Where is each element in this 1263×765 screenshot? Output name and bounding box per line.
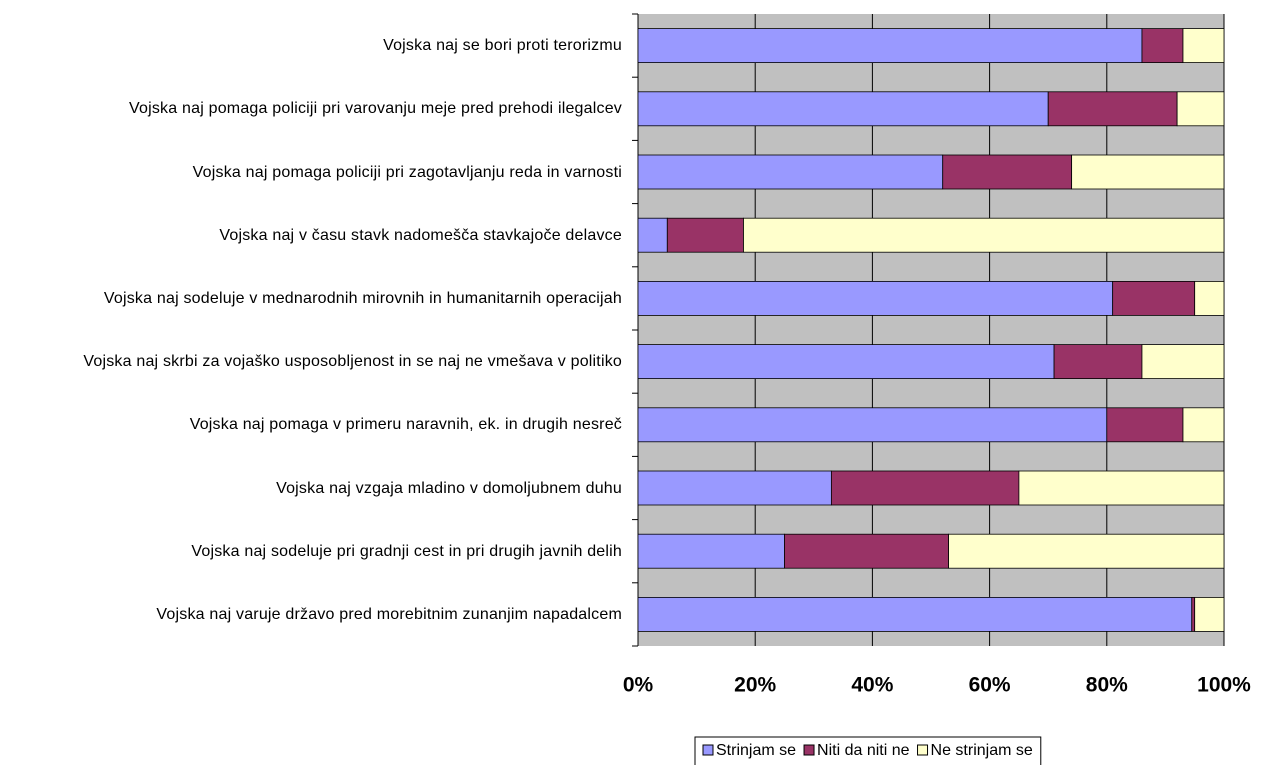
- x-tick-label: 80%: [1086, 674, 1128, 697]
- category-text: Vojska naj pomaga policiji pri zagotavlj…: [192, 163, 622, 181]
- category-text: Vojska naj sodeluje v mednarodnih mirovn…: [103, 289, 622, 307]
- category-label: Vojska naj v času stavk nadomešča stavka…: [219, 205, 622, 265]
- category-label: Vojska naj vzgaja mladino v domoljubnem …: [276, 458, 622, 518]
- category-label: Vojska naj pomaga policiji pri varovanju…: [129, 79, 622, 139]
- bar-segment: [1182, 28, 1225, 64]
- bar-segment: [1112, 280, 1196, 316]
- category-label: Vojska naj varuje državo pred morebitnim…: [156, 584, 622, 644]
- bar-segment: [637, 154, 944, 190]
- bar-segment: [1106, 407, 1184, 443]
- bar-segment: [1141, 28, 1184, 64]
- bar-segment: [637, 344, 1055, 380]
- category-text: Vojska naj v času stavk nadomešča stavka…: [219, 226, 622, 244]
- x-tick-label: 20%: [734, 674, 776, 697]
- bar-segment: [1191, 597, 1196, 632]
- bar-segment: [1053, 344, 1143, 380]
- category-label: Vojska naj sodeluje pri gradnji cest in …: [191, 521, 622, 581]
- bar-segment: [1047, 91, 1178, 127]
- x-tick-label: 0%: [623, 674, 654, 697]
- category-label: Vojska naj pomaga v primeru naravnih, ek…: [190, 395, 622, 455]
- category-label: Vojska naj pomaga policiji pri zagotavlj…: [193, 142, 622, 202]
- bar-segment: [942, 154, 1073, 190]
- bar-segment: [1194, 597, 1225, 632]
- legend-label: Ne strinjam se: [931, 742, 1033, 759]
- bar-segment: [637, 533, 785, 569]
- legend-label: Strinjam se: [716, 742, 796, 759]
- category-text: Vojska naj vzgaja mladino v domoljubnem …: [276, 479, 622, 497]
- bar-segment: [1194, 280, 1225, 316]
- bar-segment: [1141, 344, 1225, 380]
- x-tick-label: 100%: [1197, 674, 1251, 697]
- legend-box: [694, 736, 1042, 765]
- bar-segment: [637, 91, 1049, 127]
- category-label: Vojska naj sodeluje v mednarodnih mirovn…: [104, 268, 622, 328]
- legend-swatch: [803, 744, 815, 756]
- x-tick-label: 60%: [969, 674, 1011, 697]
- bar-segment: [1071, 154, 1225, 190]
- category-text: Vojska naj varuje državo pred morebitnim…: [156, 605, 622, 623]
- category-text: Vojska naj pomaga policiji pri varovanju…: [129, 100, 622, 118]
- bar-segment: [743, 217, 1225, 253]
- category-text: Vojska naj se bori proti terorizmu: [383, 37, 622, 55]
- bar-segment: [1018, 470, 1225, 506]
- category-label: Vojska naj skrbi za vojaško usposobljeno…: [83, 332, 622, 392]
- category-text: Vojska naj sodeluje pri gradnji cest in …: [191, 542, 622, 560]
- category-label: Vojska naj se bori proti terorizmu: [383, 16, 622, 76]
- legend-swatch: [702, 744, 714, 756]
- bar-segment: [1182, 407, 1225, 443]
- bar-segment: [637, 597, 1193, 632]
- bar-segment: [637, 470, 832, 506]
- bar-segment: [784, 533, 949, 569]
- bar-segment: [637, 280, 1114, 316]
- bar-segment: [666, 217, 744, 253]
- bar-segment: [637, 217, 668, 253]
- category-text: Vojska naj pomaga v primeru naravnih, ek…: [189, 416, 622, 434]
- category-text: Vojska naj skrbi za vojaško usposobljeno…: [83, 353, 622, 371]
- bar-segment: [830, 470, 1020, 506]
- bar-segment: [1176, 91, 1225, 127]
- legend-label: Niti da niti ne: [817, 742, 910, 759]
- legend-swatch: [917, 744, 929, 756]
- bar-segment: [948, 533, 1225, 569]
- bar-segment: [637, 407, 1108, 443]
- x-tick-label: 40%: [851, 674, 893, 697]
- bar-segment: [637, 28, 1143, 64]
